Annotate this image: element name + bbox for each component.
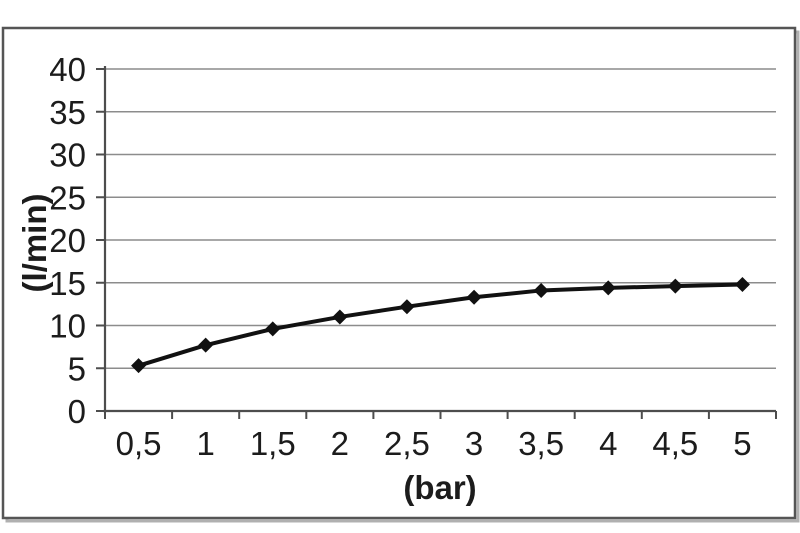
x-tick-label: 4 — [599, 425, 617, 462]
x-tick-label: 5 — [733, 425, 751, 462]
y-axis-title: (l/min) — [16, 194, 53, 293]
y-tick-label: 35 — [49, 94, 86, 131]
data-point-marker — [399, 299, 415, 315]
gridlines — [105, 68, 776, 370]
x-tick-label: 1,5 — [250, 425, 296, 462]
x-tick-label: 0,5 — [116, 425, 162, 462]
x-tick-label: 2 — [331, 425, 349, 462]
x-tick-labels: 0,5 1 1,5 2 2,5 3 3,5 4 4,5 5 — [116, 425, 752, 462]
chart-frame — [1, 26, 797, 520]
data-point-marker — [600, 280, 616, 296]
data-point-marker — [332, 309, 348, 325]
data-point-marker — [466, 289, 482, 305]
x-tick-label: 3,5 — [518, 425, 564, 462]
data-point-marker — [667, 278, 683, 294]
data-point-marker — [533, 282, 549, 298]
x-tick-label: 2,5 — [384, 425, 430, 462]
y-tick-label: 40 — [49, 51, 86, 88]
y-axis-ticks — [96, 68, 105, 412]
y-tick-label: 15 — [49, 265, 86, 302]
y-tick-label: 20 — [49, 222, 86, 259]
data-point-marker — [734, 276, 750, 292]
data-point-marker — [265, 321, 281, 337]
y-tick-label: 25 — [49, 179, 86, 216]
y-tick-label: 30 — [49, 137, 86, 174]
y-tick-labels: 0 5 10 15 20 25 30 35 40 — [49, 51, 86, 430]
x-axis-title: (bar) — [403, 469, 476, 506]
y-tick-label: 5 — [68, 350, 86, 387]
y-tick-label: 0 — [68, 393, 86, 430]
data-point-marker — [198, 337, 214, 353]
x-tick-label: 3 — [465, 425, 483, 462]
y-tick-label: 10 — [49, 308, 86, 345]
data-point-marker — [131, 358, 147, 374]
data-series — [131, 276, 750, 374]
series-line — [136, 282, 745, 368]
x-tick-label: 4,5 — [652, 425, 698, 462]
x-tick-label: 1 — [196, 425, 214, 462]
